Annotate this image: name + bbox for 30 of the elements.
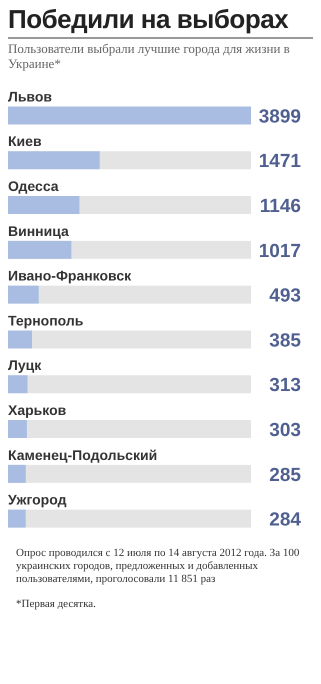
bar [8,464,26,483]
data-label: 1017 [258,240,301,262]
data-label: 284 [269,510,302,531]
y-tick-label: Тернополь [8,312,84,328]
bar [8,330,32,348]
y-tick-label: Ивано-Франковск [8,268,132,284]
bar [8,286,39,304]
y-tick-label: Винница [8,222,70,239]
y-tick-label: Каменец-Подольский [8,446,158,463]
data-label: 1146 [260,196,301,218]
text: *Первая десятка. [16,598,97,611]
y-tick-label: Ужгород [8,492,67,508]
bar [8,510,26,528]
data-label: 385 [269,330,302,352]
chart-subtitle: Пользователи выбрали лучшие города для жизни в Украине* [8,37,313,71]
bar [8,420,27,438]
bar [8,375,28,394]
y-tick-label: Харьков [8,402,67,418]
data-label: 285 [269,464,302,486]
data-label: 493 [269,286,301,307]
y-tick-label: Одесса [8,178,59,194]
y-tick-label: Львов [8,88,52,104]
y-tick-label: Киев [8,133,42,150]
y-tick-label: Луцк [8,357,42,374]
chart-title: Победили на выборах [8,4,290,35]
data-label: 303 [269,420,301,442]
text: Опрос проводился с 12 июля по 14 августа 2012 года. За 100 украинских городов, предложенных и добавленных пользователями, проголосовали 11 851 раз [16,547,300,586]
data-label: 313 [269,375,301,396]
data-label: 1471 [258,151,302,172]
data-label: 3899 [258,106,301,128]
